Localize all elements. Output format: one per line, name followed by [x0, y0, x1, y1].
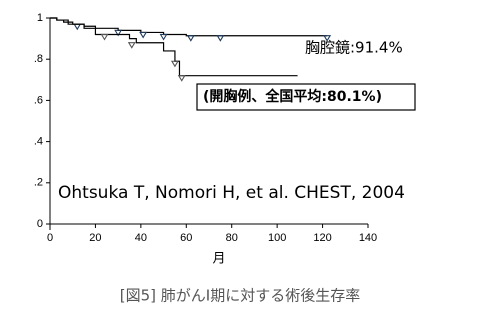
- x-tick-label: 80: [226, 232, 238, 244]
- y-tick-label: .8: [34, 53, 43, 65]
- y-tick-label: .2: [34, 177, 43, 189]
- x-tick-label: 20: [89, 232, 101, 244]
- x-tick-label: 140: [359, 232, 377, 244]
- x-axis-label: 月: [212, 252, 225, 267]
- censor-mark: [73, 23, 82, 31]
- x-tick-label: 120: [313, 232, 331, 244]
- caption: [図5] 肺がんⅠ期に対する術後生存率: [120, 287, 360, 305]
- censor-mark: [323, 35, 332, 42]
- x-tick-label: 100: [268, 232, 286, 244]
- y-tick-label: .4: [34, 136, 43, 148]
- label-box: [196, 83, 416, 111]
- y-tick-label: .6: [34, 94, 43, 106]
- censor-mark: [170, 60, 179, 68]
- censor-mark: [100, 33, 109, 41]
- y-tick-label: 1: [37, 12, 43, 24]
- censor-mark: [139, 31, 148, 39]
- x-tick-label: 60: [180, 232, 192, 244]
- citation: Ohtsuka T, Nomori H, et al. CHEST, 2004: [58, 183, 405, 203]
- censor-mark: [114, 29, 123, 37]
- censor-mark: [127, 42, 136, 49]
- x-tick-label: 40: [135, 232, 147, 244]
- series-label: (開胸例、全国平均:80.1%): [203, 88, 382, 105]
- survival-curve: [50, 17, 298, 77]
- y-tick-label: 0: [37, 218, 43, 230]
- survival-curve: [50, 17, 328, 37]
- censor-mark: [159, 33, 168, 41]
- censor-mark: [177, 75, 186, 82]
- censor-mark: [216, 35, 225, 42]
- censor-mark: [186, 35, 195, 42]
- series-label: 胸腔鏡:91.4%: [305, 39, 403, 57]
- x-tick-label: 0: [47, 232, 53, 244]
